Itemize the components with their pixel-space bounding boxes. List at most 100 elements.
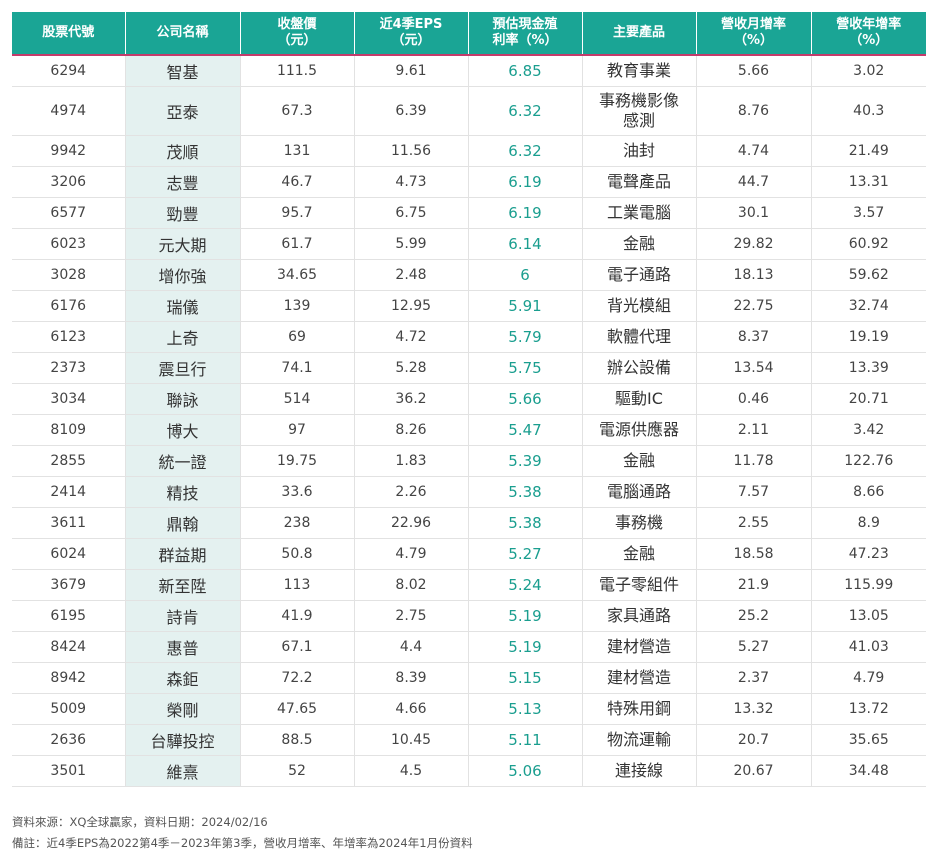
header-revenue-mom-line: 營收月增率	[720, 17, 786, 32]
cell-main-product: 電子零組件	[582, 569, 697, 601]
cell-company-name: 統一證	[125, 445, 241, 477]
dividend-yield-table: 股票代號 公司名稱 收盤價 （元） 近4季EPS （元） 預估現金殖 利率（%） 主要產品 營收月…	[12, 12, 926, 787]
cell-revenue-yoy: 3.02	[811, 55, 926, 87]
cell-revenue-mom: 30.1	[696, 197, 812, 229]
cell-eps: 4.5	[354, 755, 469, 787]
cell-close-price: 52	[240, 755, 355, 787]
header-revenue-yoy-line: 營收年增率	[836, 17, 902, 32]
remark-note: 備註：近4季EPS為2022第4季－2023年第3季，營收月增率、年增率為202…	[12, 836, 473, 850]
cell-company-name: 維熹	[125, 755, 241, 787]
cell-revenue-yoy: 115.99	[811, 569, 926, 601]
cell-revenue-mom: 29.82	[696, 228, 812, 260]
header-company-name-line: 公司名稱	[156, 25, 209, 40]
header-company-name: 公司名稱	[125, 12, 241, 56]
cell-main-product: 電子通路	[582, 259, 697, 291]
cell-main-product: 建材營造	[582, 631, 697, 663]
cell-stock-code: 2373	[12, 352, 126, 384]
table-row: 6123 上奇 69 4.72 5.79 軟體代理 8.37 19.19	[12, 321, 926, 353]
cell-close-price: 34.65	[240, 259, 355, 291]
cell-company-name: 亞泰	[125, 86, 241, 136]
table-row: 9942 茂順 131 11.56 6.32 油封 4.74 21.49	[12, 135, 926, 167]
cell-close-price: 19.75	[240, 445, 355, 477]
cell-company-name: 群益期	[125, 538, 241, 570]
cell-stock-code: 8942	[12, 662, 126, 694]
header-eps-line: （元）	[391, 33, 431, 48]
cell-eps: 12.95	[354, 290, 469, 322]
cell-cash-yield: 5.06	[468, 755, 583, 787]
cell-revenue-mom: 22.75	[696, 290, 812, 322]
cell-main-product: 背光模組	[582, 290, 697, 322]
cell-cash-yield: 5.19	[468, 631, 583, 663]
header-eps-line: 近4季EPS	[379, 17, 443, 32]
cell-cash-yield: 5.47	[468, 414, 583, 446]
cell-main-product: 軟體代理	[582, 321, 697, 353]
cell-eps: 8.26	[354, 414, 469, 446]
cell-cash-yield: 5.66	[468, 383, 583, 415]
header-revenue-yoy-line: （%）	[849, 33, 889, 48]
cell-eps: 9.61	[354, 55, 469, 87]
cell-close-price: 61.7	[240, 228, 355, 260]
cell-stock-code: 2855	[12, 445, 126, 477]
cell-stock-code: 3611	[12, 507, 126, 539]
table-row: 6024 群益期 50.8 4.79 5.27 金融 18.58 47.23	[12, 538, 926, 570]
cell-revenue-mom: 4.74	[696, 135, 812, 167]
cell-cash-yield: 5.27	[468, 538, 583, 570]
header-revenue-yoy: 營收年增率 （%）	[811, 12, 926, 56]
cell-eps: 11.56	[354, 135, 469, 167]
cell-revenue-mom: 2.37	[696, 662, 812, 694]
cell-revenue-mom: 5.66	[696, 55, 812, 87]
cell-company-name: 元大期	[125, 228, 241, 260]
cell-stock-code: 3028	[12, 259, 126, 291]
header-revenue-mom: 營收月增率 （%）	[696, 12, 812, 56]
cell-revenue-yoy: 13.31	[811, 166, 926, 198]
cell-main-product: 特殊用鋼	[582, 693, 697, 725]
cell-stock-code: 6176	[12, 290, 126, 322]
cell-stock-code: 4974	[12, 86, 126, 136]
cell-cash-yield: 5.13	[468, 693, 583, 725]
cell-revenue-mom: 8.37	[696, 321, 812, 353]
cell-stock-code: 6024	[12, 538, 126, 570]
cell-stock-code: 6195	[12, 600, 126, 632]
cell-company-name: 勁豐	[125, 197, 241, 229]
cell-eps: 4.4	[354, 631, 469, 663]
cell-company-name: 上奇	[125, 321, 241, 353]
cell-revenue-yoy: 59.62	[811, 259, 926, 291]
cell-revenue-mom: 13.54	[696, 352, 812, 384]
cell-revenue-mom: 18.13	[696, 259, 812, 291]
cell-cash-yield: 5.91	[468, 290, 583, 322]
cell-company-name: 森鉅	[125, 662, 241, 694]
table-row: 2414 精技 33.6 2.26 5.38 電腦通路 7.57 8.66	[12, 476, 926, 508]
cell-company-name: 瑞儀	[125, 290, 241, 322]
cell-stock-code: 6123	[12, 321, 126, 353]
table-row: 3034 聯詠 514 36.2 5.66 驅動IC 0.46 20.71	[12, 383, 926, 415]
cell-stock-code: 2414	[12, 476, 126, 508]
cell-main-product: 電源供應器	[582, 414, 697, 446]
cell-eps: 4.73	[354, 166, 469, 198]
cell-company-name: 榮剛	[125, 693, 241, 725]
header-close-price: 收盤價 （元）	[240, 12, 355, 56]
cell-main-product: 金融	[582, 228, 697, 260]
cell-revenue-yoy: 13.39	[811, 352, 926, 384]
cell-revenue-mom: 7.57	[696, 476, 812, 508]
cell-cash-yield: 5.11	[468, 724, 583, 756]
table-row: 6294 智基 111.5 9.61 6.85 教育事業 5.66 3.02	[12, 55, 926, 87]
cell-stock-code: 9942	[12, 135, 126, 167]
header-close-price-line: （元）	[277, 33, 317, 48]
cell-close-price: 69	[240, 321, 355, 353]
cell-revenue-yoy: 19.19	[811, 321, 926, 353]
cell-eps: 4.66	[354, 693, 469, 725]
cell-company-name: 鼎翰	[125, 507, 241, 539]
cell-eps: 2.75	[354, 600, 469, 632]
cell-revenue-yoy: 20.71	[811, 383, 926, 415]
cell-revenue-mom: 20.67	[696, 755, 812, 787]
header-stock-code-line: 股票代號	[42, 25, 95, 40]
table-row: 3611 鼎翰 238 22.96 5.38 事務機 2.55 8.9	[12, 507, 926, 539]
table-row: 6176 瑞儀 139 12.95 5.91 背光模組 22.75 32.74	[12, 290, 926, 322]
cell-close-price: 514	[240, 383, 355, 415]
cell-close-price: 131	[240, 135, 355, 167]
cell-revenue-yoy: 40.3	[811, 86, 926, 136]
cell-revenue-mom: 5.27	[696, 631, 812, 663]
table-row: 3028 增你強 34.65 2.48 6 電子通路 18.13 59.62	[12, 259, 926, 291]
cell-revenue-yoy: 60.92	[811, 228, 926, 260]
cell-main-product: 電聲產品	[582, 166, 697, 198]
